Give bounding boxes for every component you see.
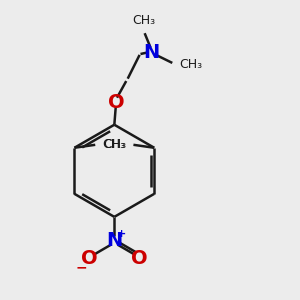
Text: O: O [131,249,148,268]
Text: O: O [81,249,98,268]
Text: −: − [76,260,88,274]
Text: CH₃: CH₃ [180,58,203,71]
Text: N: N [143,43,160,62]
Text: O: O [107,93,124,112]
Text: CH₃: CH₃ [103,138,126,151]
Text: CH₃: CH₃ [103,138,126,151]
Text: +: + [117,229,126,238]
Text: CH₃: CH₃ [133,14,156,27]
Text: N: N [106,231,122,250]
